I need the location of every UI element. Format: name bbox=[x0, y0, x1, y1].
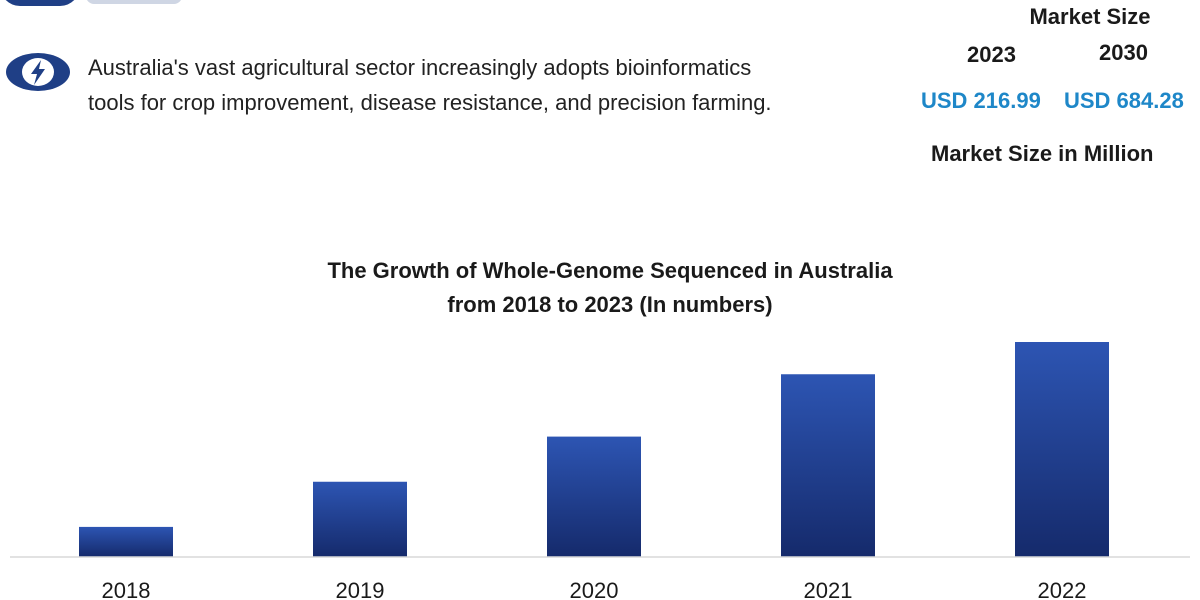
market-size-panel: Market Size 2023 2030 USD 216.99 USD 684… bbox=[915, 0, 1200, 180]
x-tick-label-2019: 2019 bbox=[336, 578, 385, 600]
lightning-bolt-icon bbox=[6, 53, 70, 91]
bar-2021 bbox=[781, 374, 875, 557]
bar-2022 bbox=[1015, 342, 1109, 557]
market-size-title: Market Size bbox=[1029, 4, 1151, 29]
market-unit-note: Market Size in Million bbox=[931, 141, 1154, 166]
logo-text-fragment bbox=[86, 0, 182, 4]
chart-title: The Growth of Whole-Genome Sequenced in … bbox=[210, 254, 1010, 322]
x-axis-tick-labels: 2018 2019 2020 2021 2022 bbox=[102, 578, 1087, 600]
bar-chart: 2018 2019 2020 2021 2022 bbox=[10, 342, 1190, 600]
bar-2018 bbox=[79, 526, 173, 557]
intro-line-2: tools for crop improvement, disease resi… bbox=[88, 90, 772, 115]
intro-description: Australia's vast agricultural sector inc… bbox=[88, 50, 888, 120]
market-year-end: 2030 bbox=[1099, 40, 1148, 65]
market-value-end: USD 684.28 bbox=[1064, 88, 1184, 113]
x-tick-label-2021: 2021 bbox=[804, 578, 853, 600]
market-year-start: 2023 bbox=[967, 42, 1016, 67]
bar-2020 bbox=[547, 436, 641, 557]
bar-series bbox=[79, 342, 1109, 557]
x-tick-label-2022: 2022 bbox=[1038, 578, 1087, 600]
logo-fragment bbox=[0, 0, 80, 6]
chart-title-line-2: from 2018 to 2023 (In numbers) bbox=[447, 292, 773, 317]
market-value-start: USD 216.99 bbox=[921, 88, 1041, 113]
x-tick-label-2020: 2020 bbox=[570, 578, 619, 600]
chart-title-line-1: The Growth of Whole-Genome Sequenced in … bbox=[327, 258, 893, 283]
bar-2019 bbox=[313, 481, 407, 557]
intro-line-1: Australia's vast agricultural sector inc… bbox=[88, 55, 752, 80]
x-tick-label-2018: 2018 bbox=[102, 578, 151, 600]
